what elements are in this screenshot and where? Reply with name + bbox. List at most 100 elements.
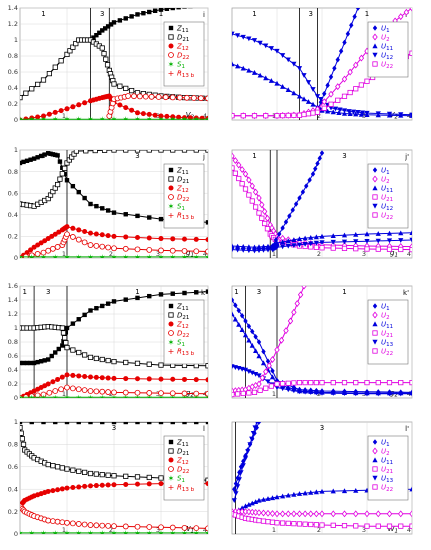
data-point — [301, 111, 307, 118]
data-point — [53, 422, 58, 425]
data-point — [76, 349, 82, 356]
data-point — [330, 391, 336, 396]
legend-marker: ✶ — [168, 60, 175, 69]
data-point — [146, 235, 152, 241]
data-point — [240, 248, 246, 253]
legend-box — [367, 21, 409, 78]
y-tick-label: 1.2 — [8, 20, 18, 28]
legend-entry: U13 — [381, 339, 394, 349]
data-point — [82, 469, 88, 476]
data-point — [45, 381, 51, 387]
legend-marker — [372, 339, 378, 345]
data-point: ✶ — [181, 393, 188, 402]
data-point — [409, 486, 412, 492]
data-point — [302, 389, 308, 395]
data-point — [232, 364, 235, 370]
data-point: ✶ — [40, 529, 47, 538]
data-point — [242, 456, 249, 461]
legend-entry: U1 — [381, 25, 390, 35]
data-point — [353, 232, 359, 237]
data-point — [259, 215, 265, 221]
legend-entry: S1 — [177, 61, 185, 71]
x-tick-label: 4 — [203, 112, 207, 120]
y-tick-label: 0 — [14, 116, 18, 124]
data-point — [135, 422, 140, 425]
data-point: ✶ — [40, 393, 47, 402]
data-point — [93, 355, 99, 362]
data-point — [123, 85, 129, 91]
data-point: ✶ — [75, 253, 82, 262]
y-tick-label: 0.2 — [8, 100, 18, 108]
data-point — [261, 208, 268, 215]
x-tick-label: 2 — [109, 390, 113, 398]
y-tick-label: 0.6 — [8, 463, 18, 471]
legend-marker — [372, 194, 378, 200]
data-point — [123, 473, 129, 479]
data-point — [305, 111, 312, 117]
data-point: ✶ — [193, 393, 200, 402]
data-point: ✶ — [17, 115, 24, 124]
data-point — [94, 306, 99, 311]
data-point: ✶ — [99, 115, 106, 124]
data-point — [122, 389, 129, 396]
data-point — [236, 477, 242, 482]
data-point — [57, 176, 63, 182]
data-point — [263, 75, 269, 81]
legend-marker — [168, 321, 174, 327]
data-point — [246, 244, 252, 250]
data-point — [364, 391, 370, 397]
data-point — [249, 342, 255, 348]
data-point — [64, 224, 70, 230]
data-point — [353, 239, 359, 245]
data-point — [93, 388, 100, 395]
region-label: 3 — [135, 152, 139, 160]
data-point — [375, 510, 381, 518]
data-point — [269, 495, 276, 501]
data-point — [42, 152, 47, 157]
data-point — [99, 522, 106, 529]
data-point — [353, 61, 359, 69]
legend-marker — [372, 348, 378, 354]
legend-entry: U2 — [381, 176, 390, 186]
data-point — [375, 112, 381, 118]
legend-marker — [168, 330, 174, 336]
legend-entry: R13 b — [177, 484, 195, 494]
data-point — [100, 303, 105, 309]
data-point — [256, 373, 262, 379]
data-point: ✶ — [28, 115, 35, 124]
data-point — [205, 95, 208, 102]
panel-label: l' — [405, 425, 409, 433]
data-point — [355, 8, 361, 11]
data-point: ✶ — [17, 253, 24, 262]
data-point — [38, 153, 44, 159]
data-point — [350, 109, 357, 115]
data-point — [274, 346, 280, 354]
legend-marker — [372, 439, 378, 445]
data-point — [170, 422, 175, 425]
data-point — [82, 229, 88, 235]
data-point — [409, 391, 412, 397]
region-label: 1 — [252, 10, 256, 18]
data-point — [268, 383, 274, 389]
data-point — [45, 488, 51, 494]
data-point — [341, 108, 348, 114]
data-point — [56, 346, 61, 352]
legend-entry: U12 — [381, 203, 393, 213]
data-point — [297, 195, 302, 201]
data-point — [52, 388, 59, 394]
data-point — [58, 58, 64, 64]
data-point — [50, 463, 56, 469]
data-point — [341, 93, 348, 99]
data-point — [41, 113, 46, 119]
data-point — [105, 208, 111, 213]
data-point — [108, 22, 114, 27]
data-point — [88, 230, 93, 236]
data-point — [134, 389, 141, 396]
data-point — [246, 248, 252, 254]
data-point — [242, 503, 249, 509]
data-point — [319, 488, 325, 494]
data-point — [291, 112, 297, 118]
data-point — [111, 210, 117, 215]
data-point — [280, 239, 286, 245]
legend-entry: D22 — [177, 194, 189, 204]
